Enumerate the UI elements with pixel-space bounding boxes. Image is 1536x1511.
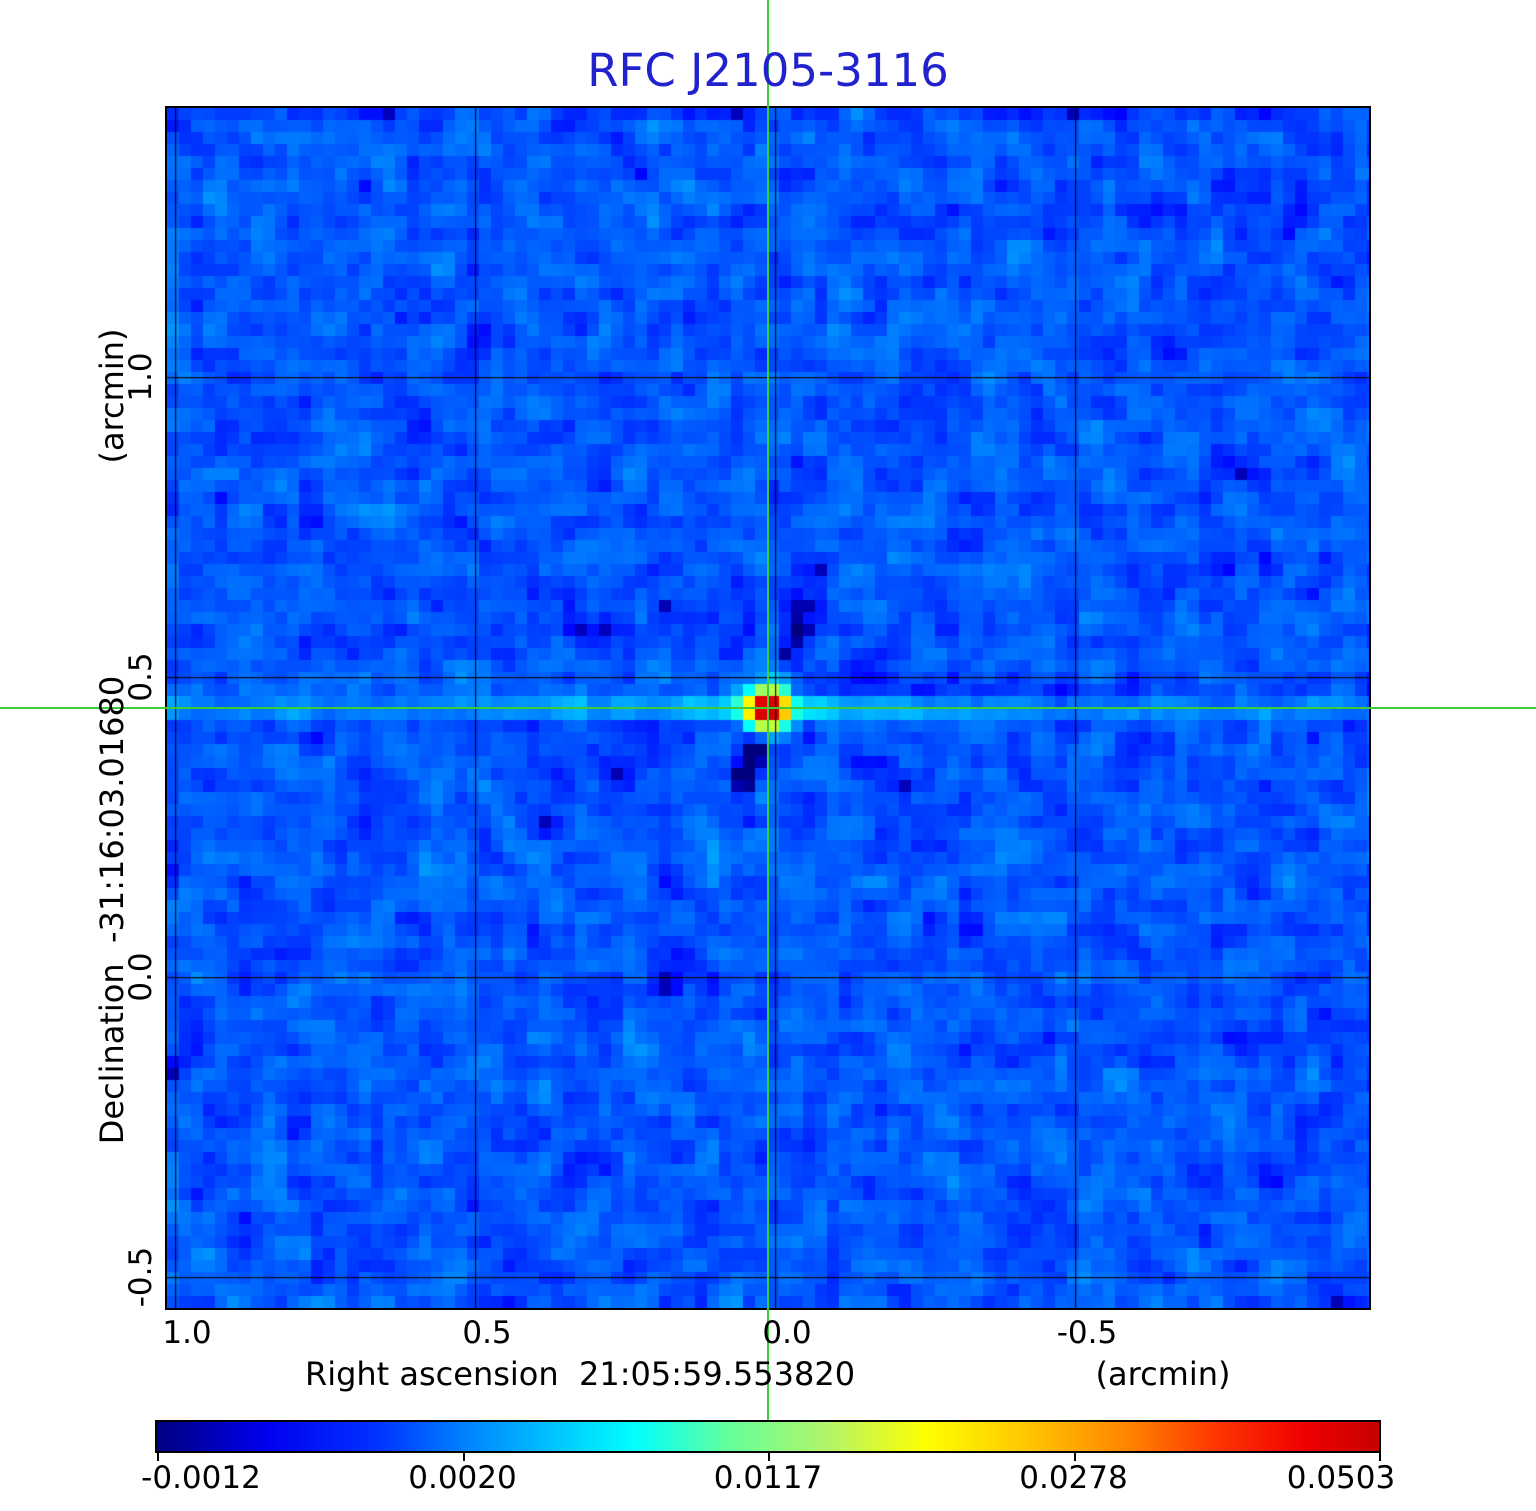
y-tick-label: -0.5 (123, 1246, 159, 1308)
colorbar-tick-label: 0.0503 (1286, 1460, 1396, 1496)
colorbar-tick-mark (768, 1453, 770, 1461)
colorbar-tick-label: 0.0117 (713, 1460, 823, 1496)
x-tick-label: -0.5 (1056, 1315, 1118, 1351)
colorbar-tick-label: -0.0012 (141, 1460, 261, 1496)
plot-title: RFC J2105-3116 (587, 44, 949, 97)
colorbar (155, 1420, 1381, 1453)
colorbar-tick-label: 0.0020 (408, 1460, 517, 1496)
colorbar-tick-mark (1379, 1453, 1381, 1461)
colorbar-tick-mark (462, 1453, 465, 1461)
crosshair-vertical-line (766, 0, 769, 1420)
colorbar-tick-mark (1073, 1453, 1076, 1461)
y-axis-label: Declination -31:16:03.01680 (93, 675, 131, 1145)
x-tick-label: 1.0 (162, 1315, 212, 1351)
colorbar-tick-label: 0.0278 (1019, 1460, 1128, 1496)
x-tick-label: 0.5 (462, 1315, 512, 1351)
x-axis-label: Right ascension 21:05:59.553820 (304, 1355, 856, 1393)
colorbar-tick-mark (157, 1453, 159, 1461)
y-axis-unit: (arcmin) (93, 328, 131, 464)
x-axis-unit: (arcmin) (1095, 1355, 1231, 1393)
x-tick-label: 0.0 (762, 1315, 812, 1351)
